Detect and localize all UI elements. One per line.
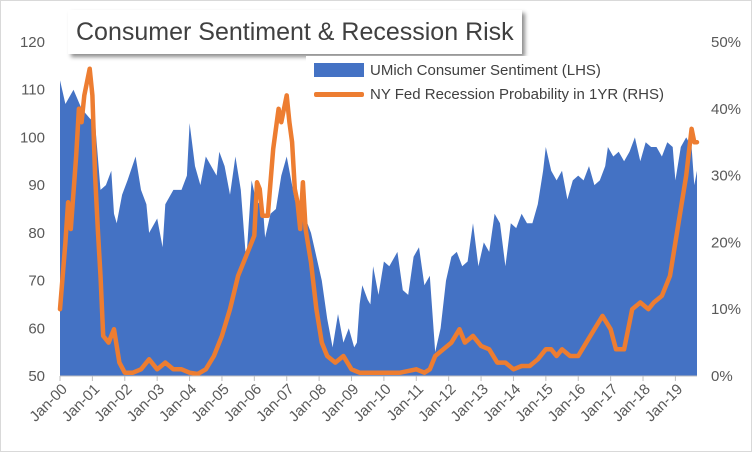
sentiment-area-layer	[60, 80, 697, 376]
x-axis-ticks: Jan-00Jan-01Jan-02Jan-03Jan-04Jan-05Jan-…	[26, 381, 686, 425]
left-tick-label: 110	[21, 82, 45, 99]
x-axis	[59, 375, 697, 381]
chart-title: Consumer Sentiment & Recession Risk	[76, 17, 514, 46]
left-tick-label: 60	[28, 320, 45, 337]
legend-item-recession: NY Fed Recession Probability in 1YR (RHS…	[314, 83, 664, 105]
right-tick-label: 40%	[711, 101, 741, 118]
right-tick-label: 50%	[711, 34, 741, 51]
legend-item-sentiment: UMich Consumer Sentiment (LHS)	[314, 59, 601, 81]
left-tick-label: 120	[20, 34, 45, 51]
left-tick-label: 80	[28, 225, 45, 242]
legend-swatch-recession	[314, 91, 364, 97]
right-tick-label: 0%	[711, 368, 733, 385]
recession-line-layer	[57, 66, 700, 377]
right-tick-label: 20%	[711, 234, 741, 251]
left-tick-label: 90	[28, 177, 45, 194]
left-axis-ticks: 50 60 70 80 90 100 110 120	[20, 34, 45, 385]
legend-label-recession: NY Fed Recession Probability in 1YR (RHS…	[370, 85, 665, 103]
right-axis-ticks: 0% 10% 20% 30% 40% 50%	[711, 34, 741, 385]
sentiment-area	[60, 80, 697, 376]
legend-label-sentiment: UMich Consumer Sentiment (LHS)	[370, 61, 601, 79]
right-tick-label: 30%	[711, 168, 741, 185]
chart-title-box: Consumer Sentiment & Recession Risk	[68, 10, 522, 54]
left-tick-label: 50	[28, 368, 45, 385]
legend: UMich Consumer Sentiment (LHS) NY Fed Re…	[306, 56, 680, 108]
left-tick-label: 100	[20, 129, 45, 146]
legend-swatch-sentiment	[314, 63, 364, 77]
left-tick-label: 70	[28, 273, 45, 290]
right-tick-label: 10%	[711, 301, 741, 318]
recession-line	[57, 66, 700, 377]
